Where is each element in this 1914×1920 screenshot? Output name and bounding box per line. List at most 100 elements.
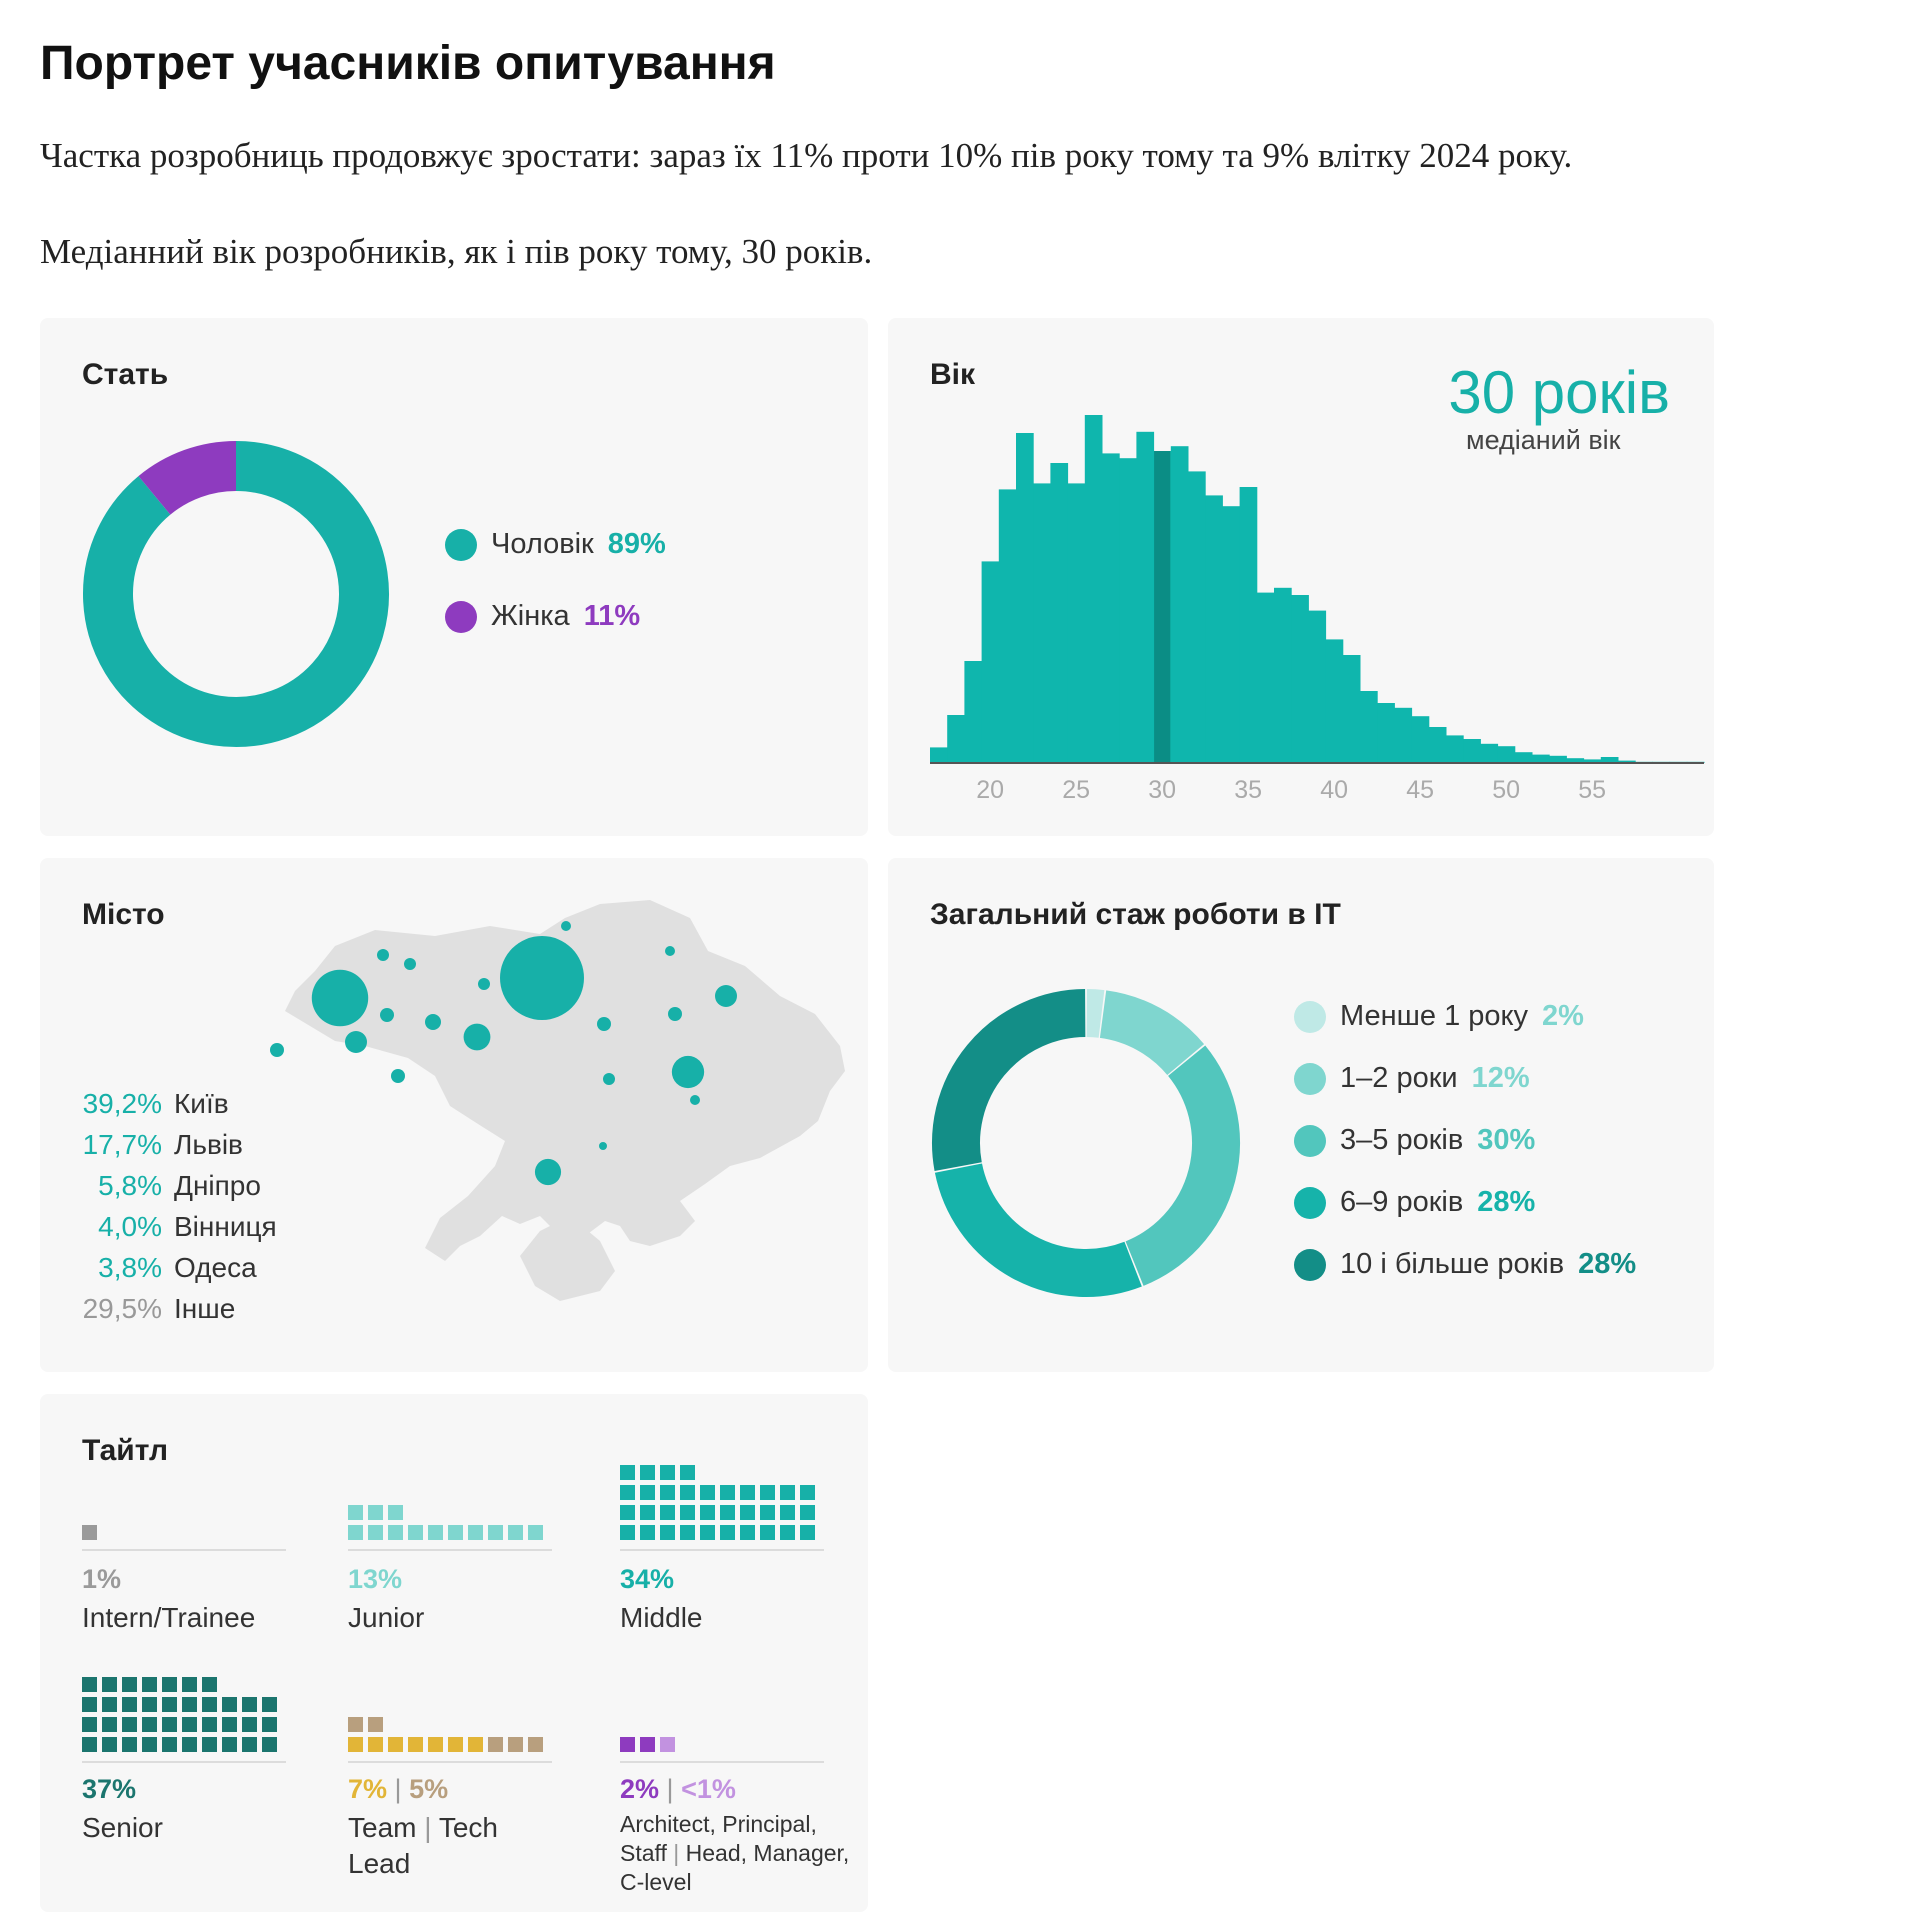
waffle-square-senior — [142, 1697, 157, 1712]
waffle-square-senior — [102, 1677, 117, 1692]
legend-marker — [445, 528, 477, 561]
waffle-square-middle — [700, 1525, 715, 1540]
waffle-square-senior — [182, 1717, 197, 1732]
legend-label: 3–5 років — [1340, 1124, 1464, 1156]
median-age-value: 30 років — [1448, 359, 1670, 426]
city-bubble-vinnytsia — [463, 1023, 491, 1051]
waffle-square-middle — [680, 1525, 695, 1540]
waffle-square-senior — [182, 1677, 197, 1692]
legend-value: 30% — [1477, 1124, 1536, 1156]
histogram-bar — [1532, 754, 1550, 763]
waffle-square-middle — [620, 1485, 635, 1500]
city-name: Вінниця — [174, 1211, 277, 1242]
gender-donut-chart — [83, 441, 389, 747]
waffle-square-middle — [700, 1485, 715, 1500]
histogram-bar — [1549, 755, 1567, 763]
waffle-square-senior — [122, 1677, 137, 1692]
x-tick-label: 55 — [1578, 776, 1606, 804]
histogram-bar — [1308, 610, 1327, 763]
age-card-title: Вік — [930, 358, 976, 391]
city-name: Одеса — [174, 1252, 257, 1283]
waffle-square-lead — [408, 1737, 423, 1752]
waffle-square-senior — [162, 1737, 177, 1752]
experience-legend-item: Менше 1 року 2% — [1294, 1000, 1584, 1033]
waffle-square-senior — [162, 1717, 177, 1732]
ukraine-map — [270, 900, 845, 1301]
title-name-tech: Tech — [438, 1812, 498, 1843]
title-name-intern: Intern/Trainee — [82, 1602, 256, 1633]
waffle-square-senior — [82, 1717, 97, 1732]
title-pct-head: <1% — [681, 1774, 736, 1804]
waffle-square-middle — [700, 1505, 715, 1520]
title-pct-lead: 7% | 5% — [348, 1774, 448, 1805]
city-pct: 17,7% — [82, 1129, 162, 1160]
histogram-bar — [947, 715, 965, 763]
median-bar — [1154, 451, 1171, 763]
city-row: 4,0% Вінниця — [80, 1211, 380, 1251]
legend-value: 89% — [607, 528, 666, 560]
histogram-bar — [1205, 495, 1223, 763]
experience-legend-item: 6–9 років 28% — [1294, 1186, 1535, 1219]
waffle-square-middle — [680, 1485, 695, 1500]
city-bubble-other — [270, 1043, 284, 1057]
waffle-square-senior — [142, 1737, 157, 1752]
waffle-square-junior — [408, 1525, 423, 1540]
gender-card: Стать Чоловік 89% Жінка 11% — [40, 318, 868, 836]
histogram-bar — [981, 561, 1000, 763]
histogram-bar — [998, 489, 1017, 763]
histogram-bar — [930, 747, 948, 763]
title-name-clevel: C-level — [620, 1869, 692, 1895]
waffle-square-junior — [388, 1505, 403, 1520]
legend-label: Менше 1 року — [1340, 1000, 1529, 1032]
title-name-team: Team — [348, 1812, 417, 1843]
title-pct-intern: 1% — [82, 1564, 122, 1594]
city-bubble-dnipro — [671, 1055, 705, 1089]
city-pct: 5,8% — [98, 1170, 162, 1201]
city-bubble-other — [377, 949, 389, 961]
city-bubble-other — [665, 946, 675, 956]
legend-value: 2% — [1542, 1000, 1584, 1032]
title-pct-middle: 34% — [620, 1564, 675, 1594]
histogram-bar — [1342, 655, 1361, 763]
waffle-square-junior — [368, 1505, 383, 1520]
waffle-square-junior — [348, 1505, 363, 1520]
waffle-square-middle — [740, 1505, 755, 1520]
histogram-bar — [1016, 433, 1034, 763]
histogram-bar — [1256, 592, 1275, 763]
waffle-square-middle — [780, 1485, 795, 1500]
gender-card-title: Стать — [82, 358, 169, 391]
waffle-square-junior — [428, 1525, 443, 1540]
histogram-bar — [1050, 463, 1069, 763]
city-bubble-other — [597, 1017, 611, 1031]
waffle-square-senior — [122, 1717, 137, 1732]
crimea-outline — [520, 1216, 615, 1301]
title-pct-architect: 2% — [620, 1774, 660, 1804]
waffle-square-lead — [428, 1737, 443, 1752]
city-bubble-other — [345, 1031, 367, 1053]
title-card: Тайтл 1% Intern/Trainee 13% Junior 34% M… — [40, 1394, 868, 1912]
donut-slice — [932, 989, 1087, 1171]
city-card-title: Місто — [82, 898, 165, 931]
histogram-bar — [1188, 471, 1206, 763]
waffle-square-middle — [640, 1505, 655, 1520]
waffle-square-lead — [508, 1737, 523, 1752]
histogram-bar — [1033, 483, 1051, 763]
donut-slice — [1086, 989, 1105, 1038]
city-bubble-other — [561, 921, 571, 931]
city-row: 29,5% Інше — [80, 1293, 380, 1333]
histogram-bar — [1274, 587, 1292, 763]
title-pct-junior: 13% — [348, 1564, 403, 1594]
waffle-square-senior — [202, 1697, 217, 1712]
waffle-square-middle — [640, 1525, 655, 1540]
waffle-square-lead — [348, 1717, 363, 1732]
waffle-square-middle — [800, 1485, 815, 1500]
histogram-bar — [1600, 757, 1619, 763]
waffle-square-lead — [368, 1717, 383, 1732]
donut-slice — [1125, 1045, 1240, 1286]
city-pct: 39,2% — [82, 1088, 162, 1119]
waffle-square-senior — [242, 1717, 257, 1732]
donut-slice — [934, 1162, 1142, 1297]
title-card-title: Тайтл — [82, 1434, 169, 1467]
waffle-square-management — [620, 1737, 635, 1752]
city-row: 17,7% Львів — [80, 1129, 380, 1169]
